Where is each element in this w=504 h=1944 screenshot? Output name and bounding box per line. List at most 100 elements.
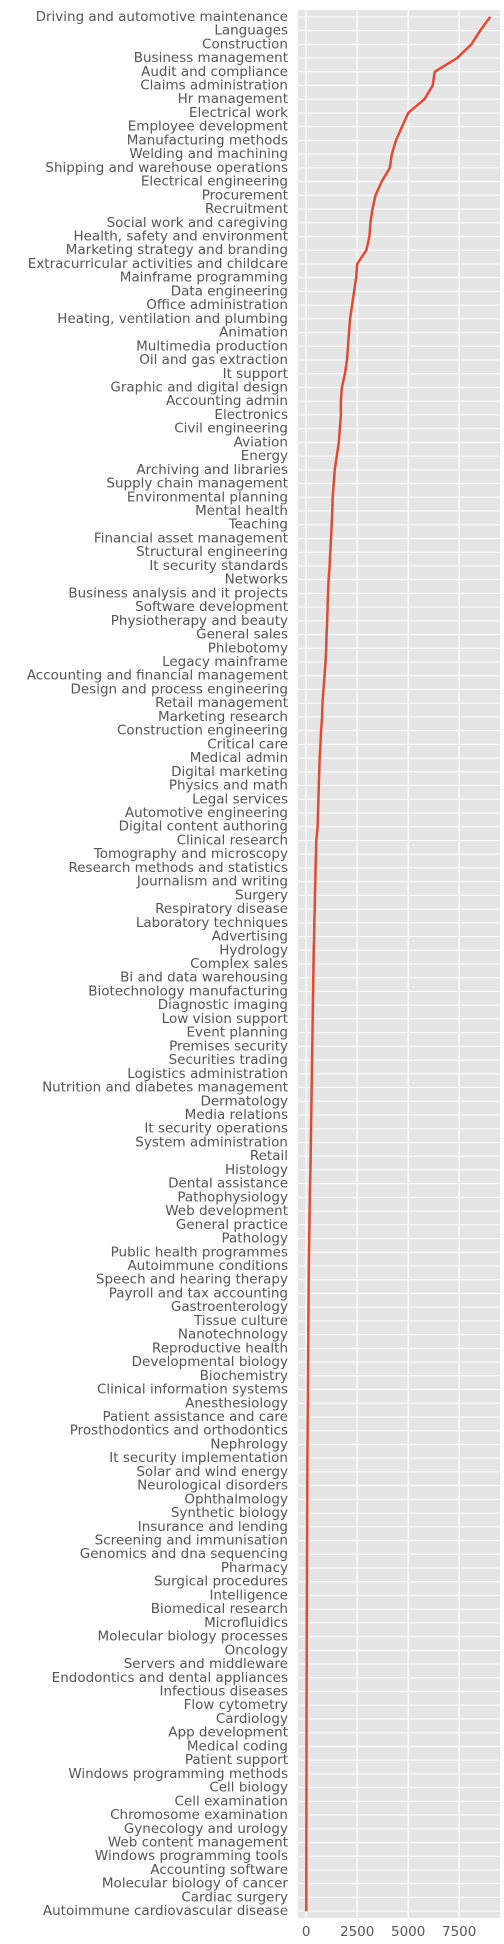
y-tick-label: Retail xyxy=(250,1148,288,1164)
y-tick-label: Nephrology xyxy=(210,1436,288,1452)
y-tick-label: Marketing research xyxy=(158,709,288,725)
y-tick-label: Accounting admin xyxy=(166,393,288,409)
y-tick-label: Infectious diseases xyxy=(159,1684,288,1700)
y-tick-label: Business management xyxy=(134,50,288,66)
y-tick-label: Screening and immunisation xyxy=(95,1533,288,1549)
y-tick-label: Insurance and lending xyxy=(138,1519,288,1535)
y-tick-label: Pathology xyxy=(222,1231,289,1247)
y-tick-label: Solar and wind energy xyxy=(136,1464,288,1480)
y-tick-label: Patient assistance and care xyxy=(102,1409,288,1425)
y-tick-label: Molecular biology of cancer xyxy=(102,1876,289,1892)
y-tick-label: Autoimmune cardiovascular disease xyxy=(43,1903,288,1919)
y-tick-label: Prosthodontics and orthodontics xyxy=(70,1423,288,1439)
y-tick-label: Procurement xyxy=(202,187,288,203)
y-tick-label: Energy xyxy=(241,448,288,464)
y-tick-label: Synthetic biology xyxy=(171,1505,288,1521)
y-tick-label: Office administration xyxy=(146,297,288,313)
y-tick-label: Social work and caregiving xyxy=(107,215,288,231)
y-tick-label: Driving and automotive maintenance xyxy=(36,9,288,25)
y-tick-label: Data engineering xyxy=(171,283,288,299)
y-tick-label: Critical care xyxy=(207,736,288,752)
y-tick-label: Biochemistry xyxy=(200,1368,288,1384)
y-tick-label: It support xyxy=(223,366,288,382)
x-tick-label: 0 xyxy=(302,1924,311,1940)
y-tick-label: Surgical procedures xyxy=(154,1574,288,1590)
y-tick-label: Design and process engineering xyxy=(70,681,288,697)
y-tick-label: Legacy mainframe xyxy=(162,654,288,670)
y-tick-label: Molecular biology processes xyxy=(98,1629,288,1645)
y-tick-label: Cell examination xyxy=(175,1793,288,1809)
y-tick-label: General practice xyxy=(176,1217,288,1233)
y-tick-label: Event planning xyxy=(186,1025,288,1041)
y-tick-label: Claims administration xyxy=(140,77,288,93)
y-tick-label: Multimedia production xyxy=(136,338,288,354)
y-tick-label: Electrical work xyxy=(189,105,288,121)
y-tick-label: Welding and machining xyxy=(129,146,288,162)
y-tick-label: Clinical information systems xyxy=(97,1382,288,1398)
y-tick-label: Cardiac surgery xyxy=(181,1889,288,1905)
y-tick-label: Marketing strategy and branding xyxy=(66,242,288,258)
y-tick-label: Mental health xyxy=(195,503,288,519)
y-tick-label: Construction engineering xyxy=(117,723,288,739)
y-tick-label: Flow cytometry xyxy=(184,1697,288,1713)
x-tick-label: 7500 xyxy=(442,1924,476,1940)
y-tick-label: Financial asset management xyxy=(94,530,288,546)
y-tick-label: Health, safety and environment xyxy=(73,228,288,244)
y-tick-label: Web content management xyxy=(108,1835,288,1851)
y-tick-label: Journalism and writing xyxy=(136,874,288,890)
y-tick-label: Media relations xyxy=(185,1107,288,1123)
y-tick-label: Servers and middleware xyxy=(124,1656,288,1672)
y-tick-label: Oil and gas extraction xyxy=(139,352,288,368)
y-tick-label: Mainframe programming xyxy=(120,270,288,286)
y-tick-label: Languages xyxy=(214,23,288,39)
y-tick-label: Tomography and microscopy xyxy=(93,846,288,862)
y-tick-label: Nutrition and diabetes management xyxy=(42,1080,288,1096)
y-tick-label: Endodontics and dental appliances xyxy=(52,1670,288,1686)
y-tick-label: Web development xyxy=(165,1203,288,1219)
y-tick-label: Electronics xyxy=(214,407,288,423)
y-tick-label: Clinical research xyxy=(177,832,288,848)
y-tick-label: It security standards xyxy=(149,558,288,574)
y-tick-label: Gynecology and urology xyxy=(124,1821,288,1837)
y-tick-label: App development xyxy=(168,1725,288,1741)
y-tick-label: Cell biology xyxy=(209,1780,288,1796)
y-tick-label: Logistics administration xyxy=(127,1066,288,1082)
y-tick-label: Genomics and dna sequencing xyxy=(80,1546,288,1562)
y-tick-label: Speech and hearing therapy xyxy=(96,1272,288,1288)
y-tick-label: Animation xyxy=(219,325,288,341)
y-tick-label: Digital content authoring xyxy=(119,819,288,835)
y-tick-label: Automotive engineering xyxy=(125,805,288,821)
y-tick-label: Recruitment xyxy=(205,201,288,217)
x-tick-label: 5000 xyxy=(391,1924,425,1940)
y-tick-label: Payroll and tax accounting xyxy=(109,1285,288,1301)
y-tick-label: Histology xyxy=(225,1162,288,1178)
y-tick-label: Business analysis and it projects xyxy=(68,585,288,601)
y-tick-label: Intelligence xyxy=(209,1587,288,1603)
y-tick-label: Medical coding xyxy=(187,1738,288,1754)
y-tick-label: Bi and data warehousing xyxy=(120,970,288,986)
y-tick-label: Accounting and financial management xyxy=(27,668,288,684)
y-tick-label: Audit and compliance xyxy=(141,64,288,80)
y-tick-label: Anesthesiology xyxy=(185,1395,288,1411)
y-tick-label: Complex sales xyxy=(190,956,288,972)
y-tick-label: Oncology xyxy=(225,1642,288,1658)
y-tick-label: Low vision support xyxy=(162,1011,288,1027)
y-tick-label: Surgery xyxy=(235,887,288,903)
y-tick-label: Reproductive health xyxy=(152,1340,288,1356)
y-tick-label: Pathophysiology xyxy=(177,1189,288,1205)
y-tick-label: Aviation xyxy=(234,434,288,450)
y-tick-label: Hr management xyxy=(178,91,288,107)
y-tick-label: Nanotechnology xyxy=(178,1327,288,1343)
y-tick-label: Extracurricular activities and childcare xyxy=(28,256,288,272)
y-tick-label: It security operations xyxy=(144,1121,288,1137)
y-tick-label: Physiotherapy and beauty xyxy=(111,613,288,629)
y-tick-label: Shipping and warehouse operations xyxy=(45,160,288,176)
y-tick-label: Pharmacy xyxy=(221,1560,288,1576)
y-tick-label: Software development xyxy=(135,599,288,615)
y-tick-label: Biotechnology manufacturing xyxy=(88,983,288,999)
y-tick-label: Structural engineering xyxy=(136,544,288,560)
y-tick-label: Hydrology xyxy=(219,942,288,958)
y-tick-label: Tissue culture xyxy=(193,1313,288,1329)
x-tick-label: 2500 xyxy=(340,1924,374,1940)
y-tick-label: Diagnostic imaging xyxy=(158,997,288,1013)
